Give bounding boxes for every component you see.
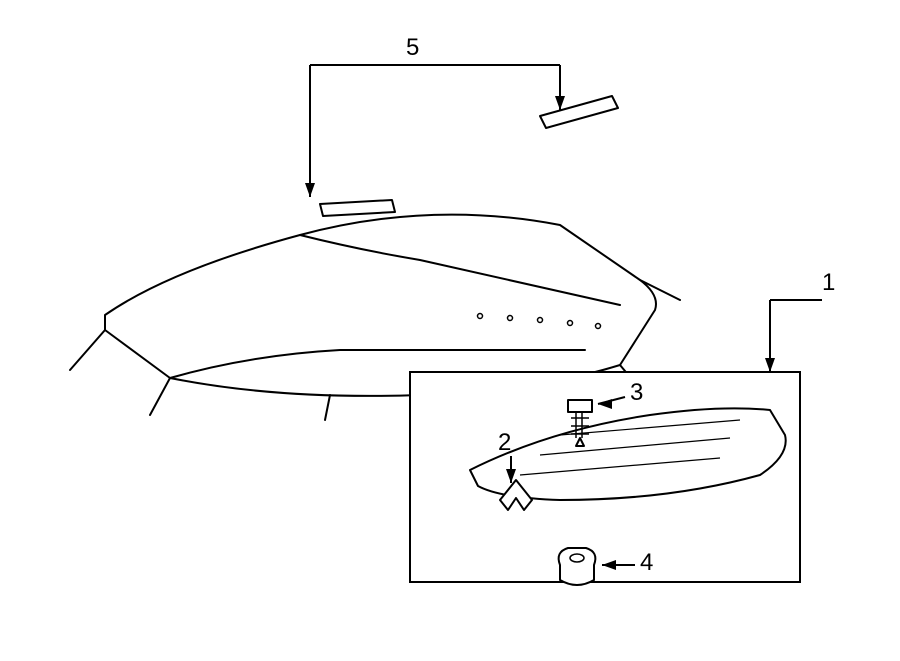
arrowhead [305, 183, 315, 197]
rivet [568, 321, 573, 326]
roof-trim-strips [320, 96, 618, 216]
rivet [508, 316, 513, 321]
parts-diagram: 1 2 3 4 5 [0, 0, 900, 661]
callout-label-2: 2 [498, 429, 511, 456]
callout-label-1: 1 [822, 269, 835, 296]
rivet [596, 324, 601, 329]
arrowhead [765, 358, 775, 372]
callout-label-4: 4 [640, 549, 653, 576]
callout-label-5: 5 [406, 34, 419, 61]
well-nut [559, 548, 596, 585]
rivet [538, 318, 543, 323]
rivet [478, 314, 483, 319]
arrowhead [555, 96, 565, 110]
callout-label-3: 3 [630, 379, 643, 406]
